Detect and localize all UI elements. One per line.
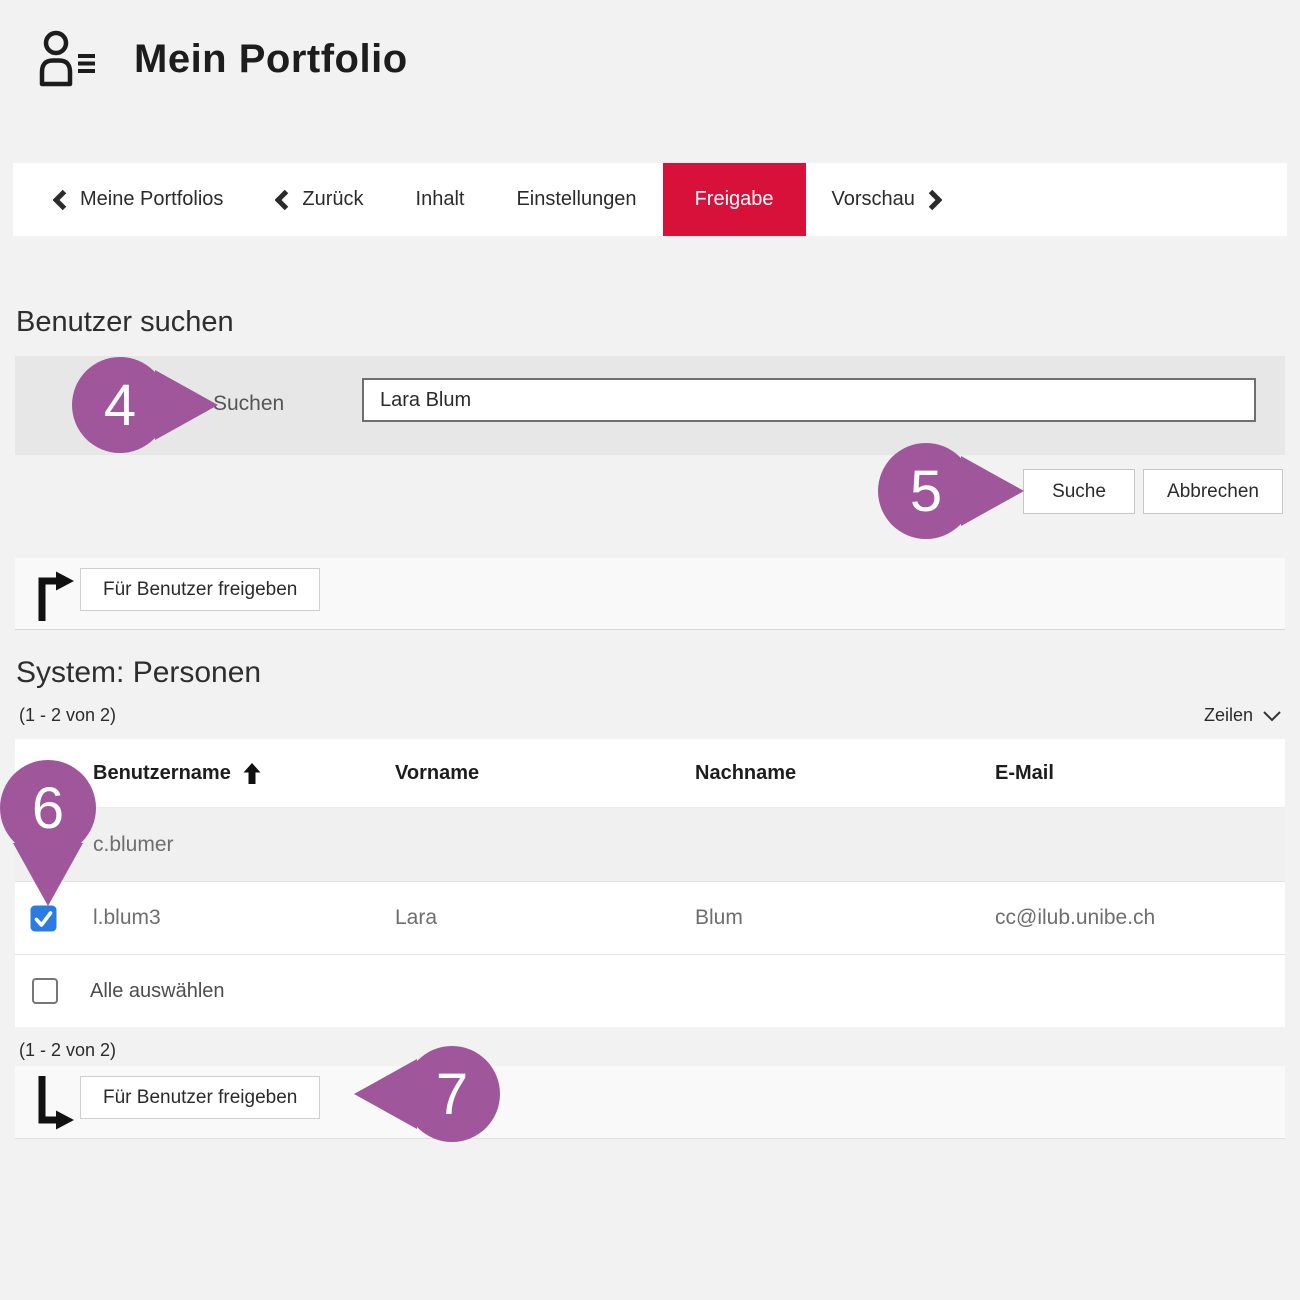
tab-meine-portfolios[interactable]: Meine Portfolios: [27, 163, 249, 236]
select-all-label[interactable]: Alle auswählen: [90, 979, 225, 1002]
annotation-pin-5: 5: [876, 441, 1026, 546]
search-form-band: Suchen: [15, 356, 1285, 455]
cell-username: c.blumer: [93, 832, 174, 856]
table-row: c.blumer: [15, 808, 1285, 881]
column-header-benutzername[interactable]: Benutzername: [93, 762, 395, 785]
table-header-row: Benutzername Vorname Nachname E-Mail: [15, 739, 1285, 808]
share-action-bar-top: Für Benutzer freigeben: [15, 558, 1285, 630]
sort-ascending-icon: [243, 762, 261, 784]
cancel-button[interactable]: Abbrechen: [1143, 469, 1283, 514]
result-count-bottom: (1 - 2 von 2): [19, 1040, 117, 1060]
app-header: Mein Portfolio: [36, 28, 408, 90]
tab-freigabe[interactable]: Freigabe: [662, 163, 806, 236]
chevron-right-icon: [928, 189, 942, 210]
portfolio-user-icon: [39, 30, 95, 87]
cell-username: l.blum3: [93, 906, 161, 929]
arrow-down-right-icon: [38, 1076, 74, 1130]
tab-bar: Meine Portfolios Zurück Inhalt Einstellu…: [13, 163, 1287, 236]
search-button[interactable]: Suche: [1023, 469, 1135, 514]
tab-zurueck[interactable]: Zurück: [249, 163, 389, 236]
rows-dropdown[interactable]: Zeilen: [1204, 705, 1282, 726]
tab-label: Zurück: [302, 188, 364, 210]
column-header-vorname[interactable]: Vorname: [395, 761, 480, 784]
section-heading-system-personen: System: Personen: [16, 656, 262, 689]
chevron-left-icon: [275, 189, 289, 210]
search-field-label: Suchen: [213, 392, 285, 415]
tab-label: Freigabe: [694, 188, 774, 210]
persons-table: Benutzername Vorname Nachname E-Mail c.b…: [15, 739, 1285, 1027]
tab-label: Inhalt: [415, 188, 465, 210]
tab-einstellungen[interactable]: Einstellungen: [490, 163, 662, 236]
select-all-checkbox[interactable]: [32, 978, 58, 1004]
tab-inhalt[interactable]: Inhalt: [390, 163, 491, 236]
arrow-up-right-icon: [38, 571, 74, 621]
select-all-row: Alle auswählen: [15, 955, 1285, 1027]
column-header-email[interactable]: E-Mail: [995, 761, 1054, 784]
page-title: Mein Portfolio: [134, 36, 408, 81]
rows-dropdown-label: Zeilen: [1203, 705, 1253, 725]
cell-nachname: Blum: [695, 906, 743, 929]
share-with-users-button-bottom[interactable]: Für Benutzer freigeben: [80, 1076, 321, 1119]
cell-vorname: Lara: [395, 906, 438, 929]
row-checkbox-checked[interactable]: [30, 905, 57, 932]
share-action-bar-bottom: Für Benutzer freigeben: [15, 1066, 1285, 1139]
tab-label: Meine Portfolios: [80, 188, 224, 210]
cell-email: cc@ilub.unibe.ch: [995, 906, 1156, 929]
result-count-top: (1 - 2 von 2): [19, 705, 117, 725]
chevron-left-icon: [53, 189, 67, 210]
share-with-users-button-top[interactable]: Für Benutzer freigeben: [80, 568, 321, 611]
tab-vorschau[interactable]: Vorschau: [806, 163, 968, 236]
column-header-nachname[interactable]: Nachname: [695, 761, 797, 784]
tab-label: Vorschau: [831, 188, 915, 210]
chevron-down-icon: [1263, 710, 1281, 721]
tab-label: Einstellungen: [516, 188, 637, 210]
svg-text:5: 5: [910, 459, 942, 524]
section-heading-benutzer-suchen: Benutzer suchen: [16, 306, 234, 338]
table-row: l.blum3 Lara Blum cc@ilub.unibe.ch: [15, 881, 1285, 955]
search-input[interactable]: [362, 378, 1256, 422]
